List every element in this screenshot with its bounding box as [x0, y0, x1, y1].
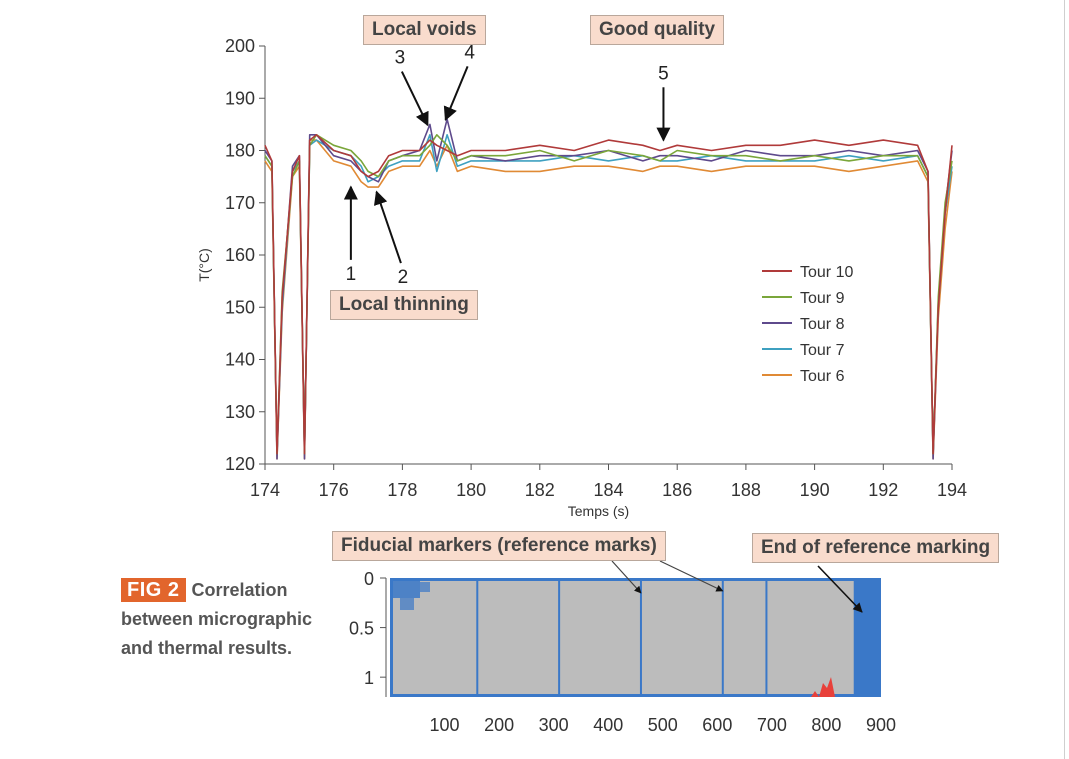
x-tick-label: 194 — [937, 480, 967, 500]
micrograph-chart: 0 0.5 1 100 200 300 400 500 600 700 800 900 — [349, 560, 896, 735]
page-divider — [1064, 0, 1065, 759]
main-chart-legend: Tour 10 Tour 9 Tour 8 Tour 7 Tour 6 — [762, 264, 853, 385]
x-tick-label: 174 — [250, 480, 280, 500]
end-marking-arrow — [817, 565, 863, 613]
y-tick-label: 160 — [225, 245, 255, 265]
map-y-tick-label: 0 — [364, 569, 374, 589]
x-tick-label: 182 — [525, 480, 555, 500]
x-tick-label: 188 — [731, 480, 761, 500]
figure-caption: FIG 2 Correlation between micrographic an… — [121, 576, 341, 663]
figure-badge: FIG 2 — [121, 578, 186, 602]
x-tick-label: 176 — [319, 480, 349, 500]
series-line — [264, 134, 953, 455]
y-tick-label: 130 — [225, 402, 255, 422]
x-tick-label: 180 — [456, 480, 486, 500]
annotation-number: 4 — [464, 42, 475, 63]
micrograph-background — [390, 578, 881, 697]
caption-text: Correlation between micrographic and the… — [121, 580, 313, 658]
y-tick-label: 120 — [225, 454, 255, 474]
good-quality-label: Good quality — [590, 15, 725, 45]
micrograph-axes: 0 0.5 1 100 200 300 400 500 600 700 800 900 — [349, 569, 896, 735]
main-chart: 120 130 140 150 160 170 180 190 200 174 176 178 180 1… — [196, 36, 967, 519]
map-x-tick-label: 800 — [811, 715, 841, 735]
legend-label: Tour 9 — [800, 290, 845, 307]
map-y-tick-label: 1 — [364, 668, 374, 688]
fiducial-arrow — [659, 560, 724, 592]
y-tick-label: 180 — [225, 141, 255, 161]
defect-region — [811, 691, 819, 697]
map-x-tick-label: 600 — [702, 715, 732, 735]
y-tick-label: 170 — [225, 193, 255, 213]
annotation-number: 1 — [346, 264, 357, 285]
map-y-tick-label: 0.5 — [349, 619, 374, 639]
x-tick-label: 190 — [800, 480, 830, 500]
end-of-marking-label: End of reference marking — [752, 533, 1000, 563]
y-tick-label: 140 — [225, 350, 255, 370]
x-axis-title: Temps (s) — [568, 503, 629, 519]
y-tick-label: 200 — [225, 36, 255, 56]
fiducial-marker — [558, 578, 561, 697]
map-x-tick-label: 300 — [539, 715, 569, 735]
map-x-tick-label: 900 — [866, 715, 896, 735]
main-chart-series — [264, 118, 953, 460]
x-tick-label: 184 — [593, 480, 623, 500]
annotation-arrow — [400, 71, 429, 127]
edge-patch — [420, 582, 430, 592]
top-edge-band — [390, 578, 881, 581]
edge-patch — [392, 580, 420, 598]
fiducial-arrows — [611, 560, 863, 613]
annotation-number: 3 — [395, 48, 406, 69]
annotation-number: 5 — [658, 63, 669, 84]
bottom-edge-band — [390, 694, 881, 697]
map-x-tick-label: 500 — [648, 715, 678, 735]
map-x-tick-label: 200 — [484, 715, 514, 735]
annotation-arrows: 1 2 3 4 5 — [343, 42, 671, 288]
fiducial-marker — [639, 578, 642, 697]
map-x-tick-label: 400 — [593, 715, 623, 735]
main-chart-axes: 120 130 140 150 160 170 180 190 200 174 176 178 180 1… — [196, 36, 967, 519]
y-tick-label: 150 — [225, 297, 255, 317]
legend-label: Tour 10 — [800, 264, 853, 281]
x-tick-label: 178 — [387, 480, 417, 500]
edge-patch — [400, 598, 414, 610]
map-x-tick-label: 700 — [757, 715, 787, 735]
annotation-number: 2 — [398, 267, 409, 288]
fiducial-marker — [721, 578, 724, 697]
annotation-arrow — [373, 190, 402, 264]
map-x-tick-label: 100 — [430, 715, 460, 735]
micrograph-map — [390, 578, 881, 697]
annotation-arrow — [443, 65, 469, 122]
local-thinning-label: Local thinning — [330, 290, 478, 320]
left-edge-band — [390, 578, 393, 697]
y-axis-title: T(°C) — [196, 248, 212, 282]
fiducial-markers-label: Fiducial markers (reference marks) — [332, 531, 666, 561]
fiducial-arrow — [611, 560, 642, 594]
end-marking-region — [853, 578, 881, 697]
defect-region — [819, 677, 835, 697]
fiducial-marker — [476, 578, 479, 697]
fiducial-marker — [765, 578, 768, 697]
legend-label: Tour 6 — [800, 368, 845, 385]
x-tick-label: 192 — [868, 480, 898, 500]
local-voids-label: Local voids — [363, 15, 486, 45]
legend-label: Tour 7 — [800, 342, 845, 359]
legend-label: Tour 8 — [800, 316, 845, 333]
x-tick-label: 186 — [662, 480, 692, 500]
y-tick-label: 190 — [225, 88, 255, 108]
